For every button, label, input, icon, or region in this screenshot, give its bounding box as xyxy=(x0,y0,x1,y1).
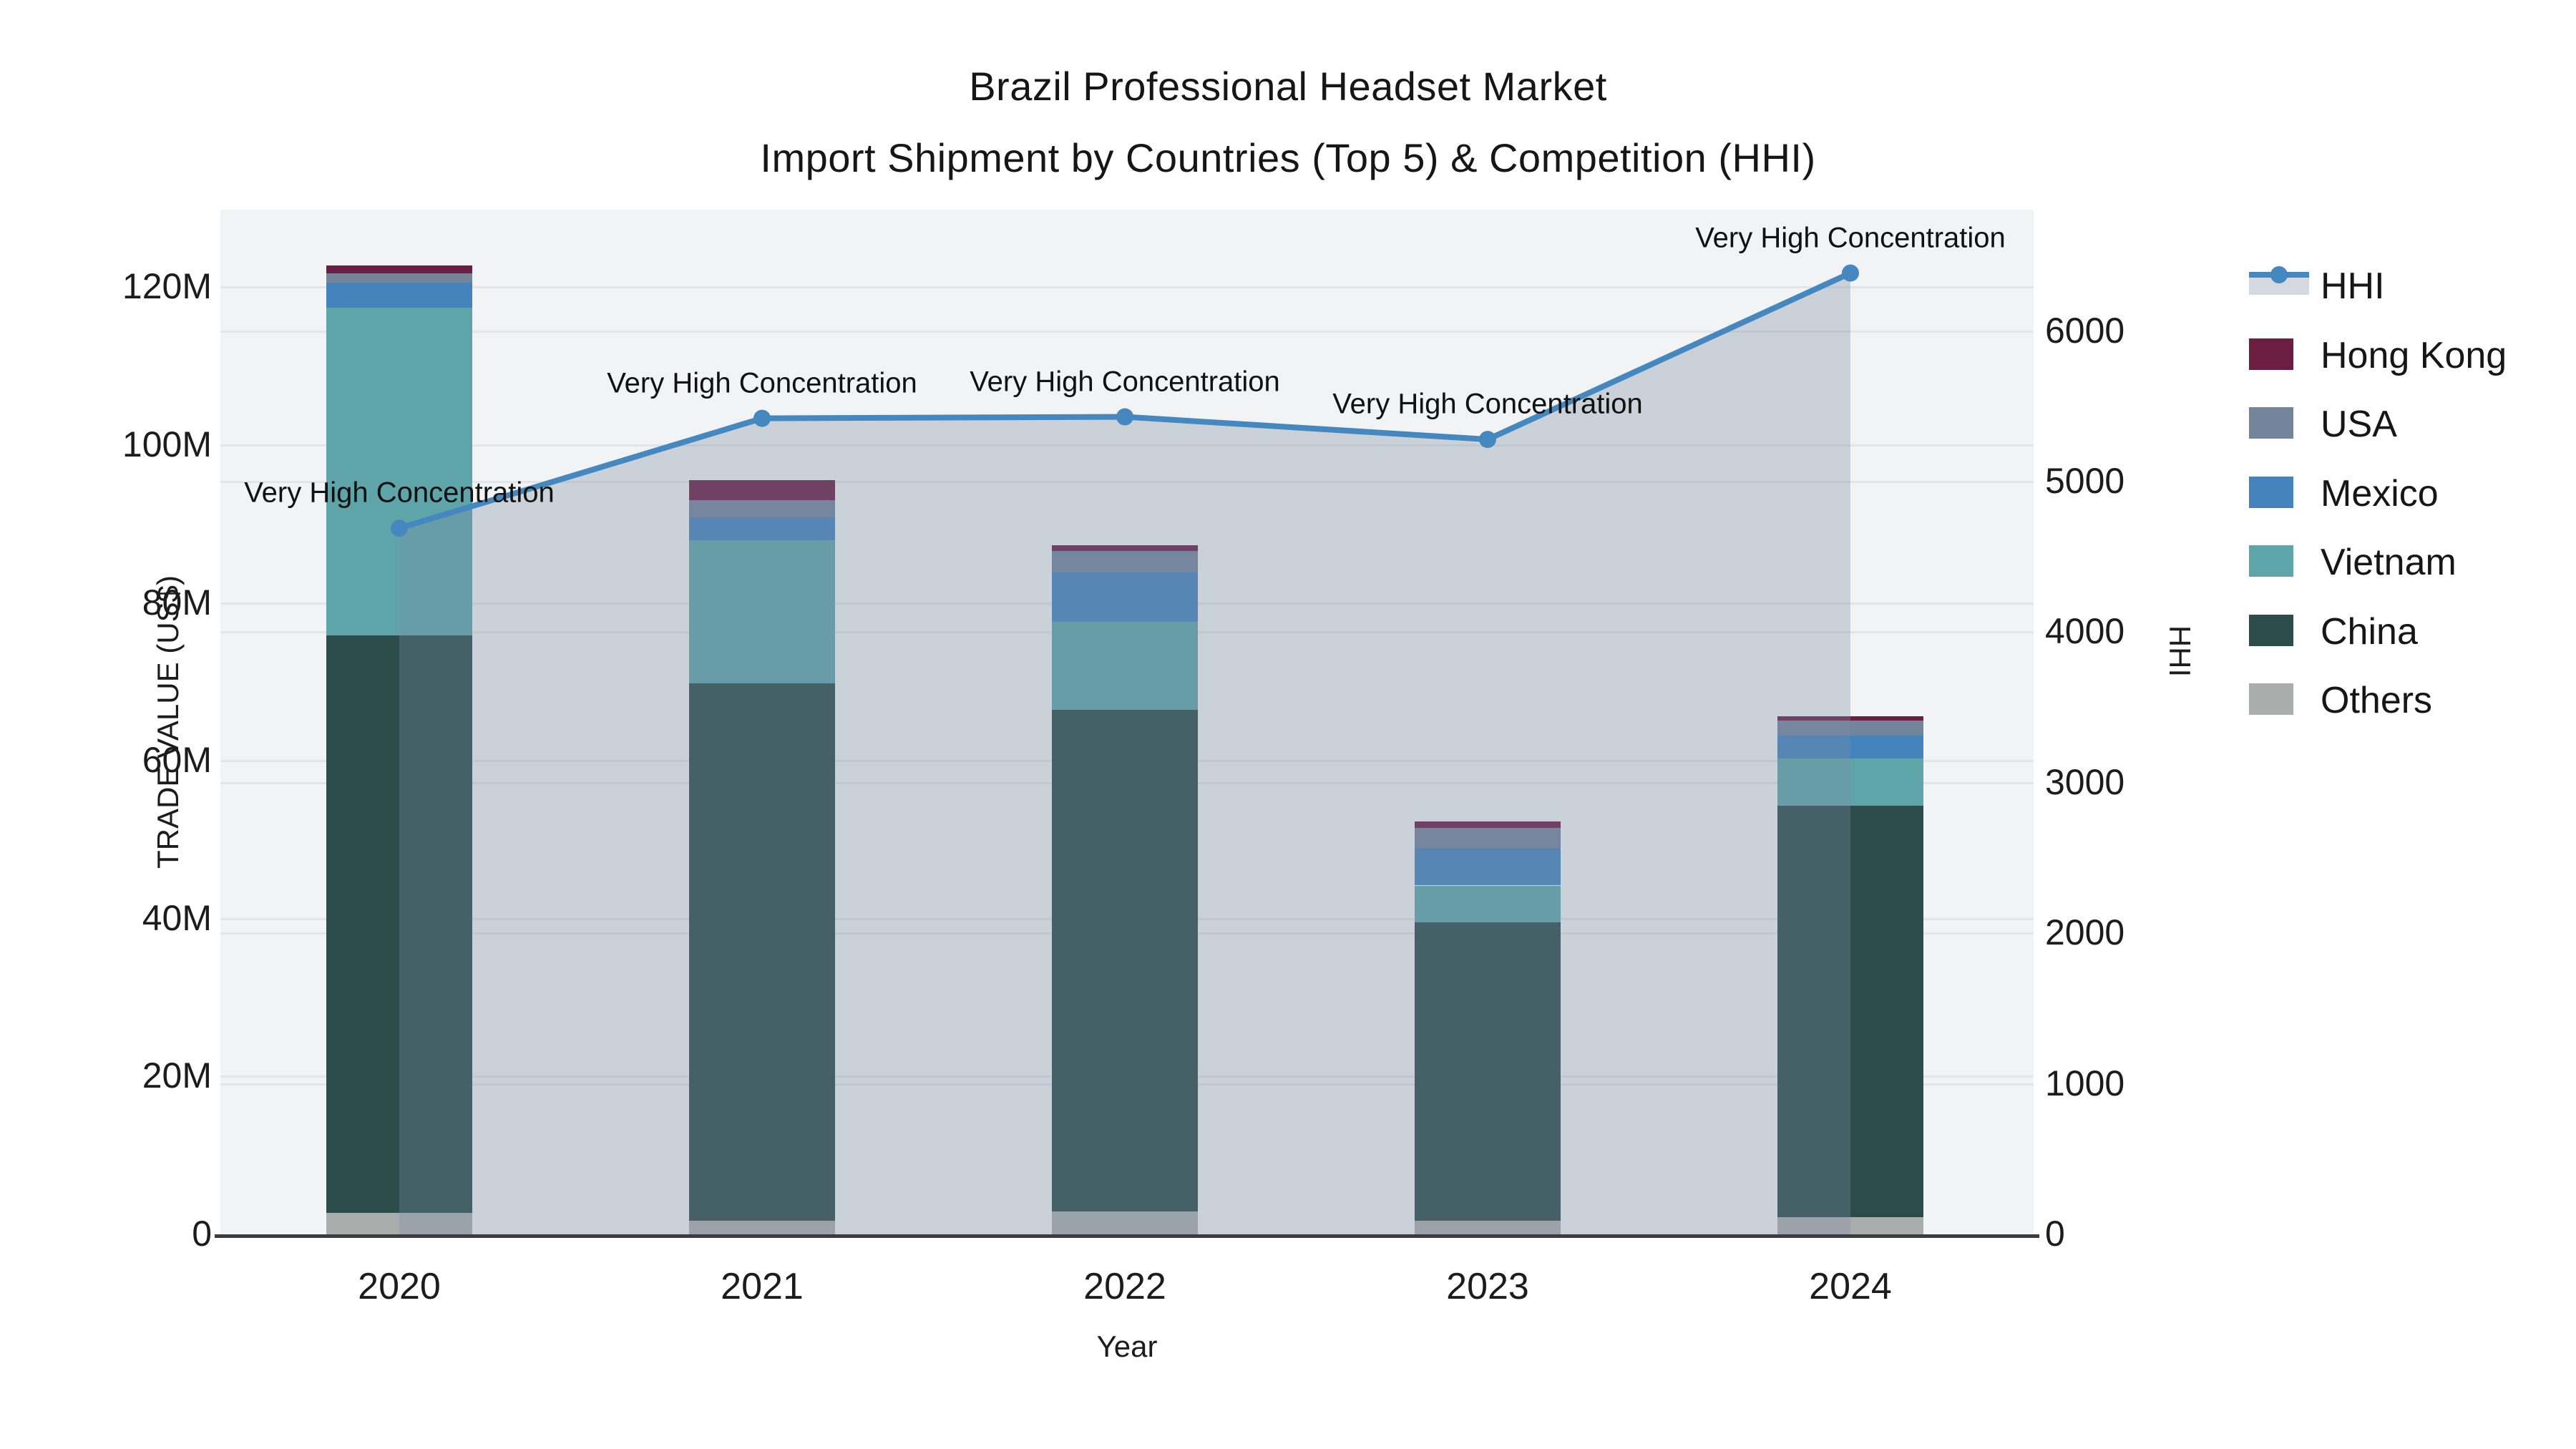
legend-item-mexico[interactable]: Mexico xyxy=(2249,459,2564,528)
bar-segment-china-2020[interactable] xyxy=(326,635,472,1214)
bar-segment-mexico-2020[interactable] xyxy=(326,282,472,308)
bar-segment-usa-2022[interactable] xyxy=(1052,550,1198,572)
hhi-point-2024[interactable] xyxy=(1842,264,1859,282)
bar-segment-china-2022[interactable] xyxy=(1052,709,1198,1212)
bar-segment-hong-kong-2021[interactable] xyxy=(689,479,835,501)
hhi-point-2020[interactable] xyxy=(391,519,408,537)
bar-segment-others-2021[interactable] xyxy=(689,1221,835,1234)
hhi-tick-label: 2000 xyxy=(2045,912,2125,953)
hhi-tick-label: 5000 xyxy=(2045,461,2125,501)
legend-label: Others xyxy=(2321,680,2433,721)
left-axis-title: TRADE VALUE (US$) xyxy=(150,575,185,869)
bar-segment-hong-kong-2023[interactable] xyxy=(1415,821,1561,828)
bar-segment-hong-kong-2024[interactable] xyxy=(1777,716,1923,721)
y-tick-label: 40M xyxy=(142,897,212,938)
legend-item-hong-kong[interactable]: Hong Kong xyxy=(2249,321,2564,390)
legend-item-china[interactable]: China xyxy=(2249,597,2564,666)
bar-segment-usa-2023[interactable] xyxy=(1415,827,1561,848)
x-tick-label-2021: 2021 xyxy=(721,1266,804,1307)
y-tick-label: 60M xyxy=(142,740,212,781)
bar-segment-others-2022[interactable] xyxy=(1052,1211,1198,1234)
bar-segment-mexico-2023[interactable] xyxy=(1415,847,1561,886)
legend-label: HHI xyxy=(2321,265,2385,307)
right-axis-title: HHI xyxy=(2163,625,2197,678)
gridline-right xyxy=(220,330,2034,333)
hhi-tick-label: 0 xyxy=(2045,1214,2065,1254)
chart-title-line1: Brazil Professional Headset Market xyxy=(969,64,1607,109)
y-tick-label: 120M xyxy=(122,266,212,307)
chart-title-line2: Import Shipment by Countries (Top 5) & C… xyxy=(760,135,1816,180)
x-axis-title: Year xyxy=(1096,1330,1158,1363)
legend-item-others[interactable]: Others xyxy=(2249,666,2564,735)
legend-hhi-dot xyxy=(2270,266,2288,283)
bar-segment-mexico-2021[interactable] xyxy=(689,517,835,541)
legend-item-hhi[interactable]: HHI xyxy=(2249,252,2564,321)
gridline-left xyxy=(220,444,2034,447)
legend-color-swatch xyxy=(2249,545,2293,577)
x-tick-label-2024: 2024 xyxy=(1809,1266,1892,1307)
bar-segment-usa-2020[interactable] xyxy=(326,273,472,283)
bar-segment-others-2023[interactable] xyxy=(1415,1220,1561,1234)
plot-area xyxy=(220,210,2034,1234)
annotation-2022: Very High Concentration xyxy=(970,366,1280,398)
y-tick-label: 0 xyxy=(192,1214,212,1254)
bar-segment-hong-kong-2022[interactable] xyxy=(1052,545,1198,551)
legend-color-swatch xyxy=(2249,614,2293,646)
bar-segment-vietnam-2020[interactable] xyxy=(326,308,472,635)
y-tick-label: 100M xyxy=(122,424,212,464)
legend-label: Hong Kong xyxy=(2321,334,2507,376)
legend-color-swatch xyxy=(2249,683,2293,715)
legend-color-swatch xyxy=(2249,476,2293,508)
bar-segment-usa-2021[interactable] xyxy=(689,500,835,518)
gridline-left xyxy=(220,286,2034,289)
x-tick-label-2023: 2023 xyxy=(1446,1266,1529,1307)
bar-segment-others-2020[interactable] xyxy=(326,1213,472,1234)
bar-segment-china-2021[interactable] xyxy=(689,683,835,1221)
legend-label: China xyxy=(2321,610,2418,653)
legend-label: Mexico xyxy=(2321,472,2439,514)
legend-color-swatch xyxy=(2249,407,2293,439)
bar-segment-vietnam-2022[interactable] xyxy=(1052,622,1198,710)
annotation-2021: Very High Concentration xyxy=(607,367,917,399)
hhi-point-2022[interactable] xyxy=(1116,408,1133,426)
annotation-2020: Very High Concentration xyxy=(244,477,555,509)
bar-segment-hong-kong-2020[interactable] xyxy=(326,265,472,273)
y-tick-label: 80M xyxy=(142,582,212,623)
bar-segment-vietnam-2023[interactable] xyxy=(1415,885,1561,923)
legend-item-vietnam[interactable]: Vietnam xyxy=(2249,528,2564,597)
hhi-point-2023[interactable] xyxy=(1479,431,1496,449)
legend-item-usa[interactable]: USA xyxy=(2249,390,2564,459)
bar-segment-vietnam-2024[interactable] xyxy=(1777,758,1923,806)
hhi-tick-label: 3000 xyxy=(2045,761,2125,802)
annotation-2023: Very High Concentration xyxy=(1332,388,1643,420)
bar-segment-mexico-2024[interactable] xyxy=(1777,735,1923,758)
legend-color-swatch xyxy=(2249,338,2293,370)
hhi-point-2021[interactable] xyxy=(753,409,771,427)
bar-segment-mexico-2022[interactable] xyxy=(1052,572,1198,623)
x-tick-label-2022: 2022 xyxy=(1083,1266,1166,1307)
hhi-tick-label: 6000 xyxy=(2045,310,2125,351)
annotation-2024: Very High Concentration xyxy=(1695,222,2006,254)
bar-segment-usa-2024[interactable] xyxy=(1777,720,1923,736)
bar-segment-china-2024[interactable] xyxy=(1777,806,1923,1217)
x-tick-label-2020: 2020 xyxy=(358,1266,441,1307)
hhi-tick-label: 1000 xyxy=(2045,1063,2125,1103)
legend-label: Vietnam xyxy=(2321,542,2457,583)
y-tick-label: 20M xyxy=(142,1055,212,1096)
bar-segment-china-2023[interactable] xyxy=(1415,922,1561,1221)
bar-segment-others-2024[interactable] xyxy=(1777,1216,1923,1234)
legend-label: USA xyxy=(2321,404,2397,445)
hhi-tick-label: 4000 xyxy=(2045,611,2125,652)
bar-segment-vietnam-2021[interactable] xyxy=(689,540,835,684)
x-axis-line xyxy=(215,1234,2039,1238)
